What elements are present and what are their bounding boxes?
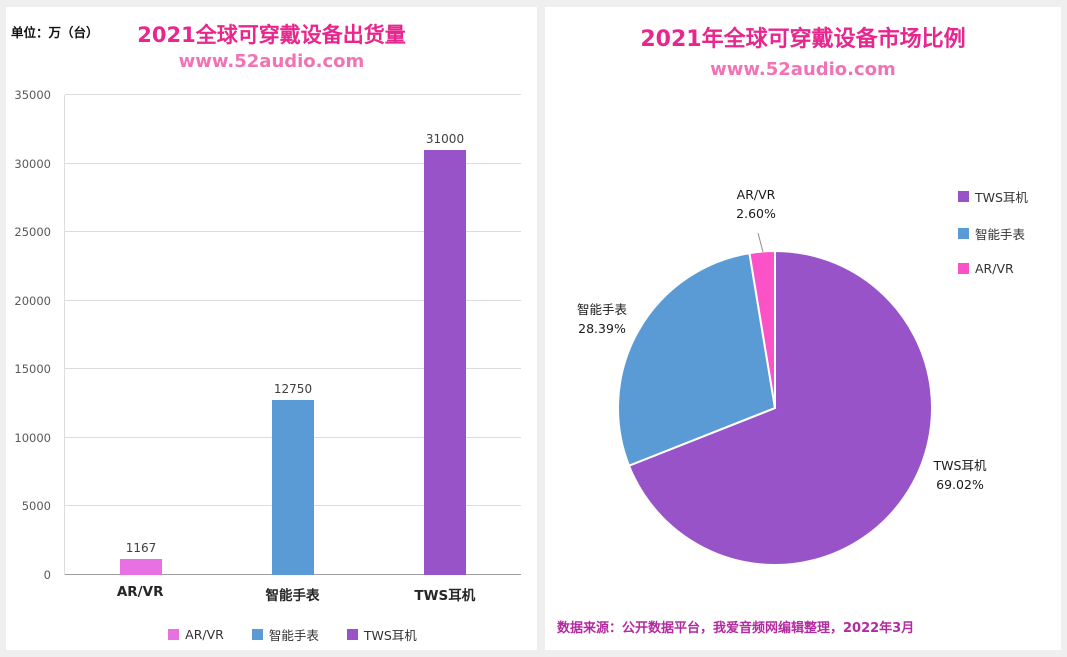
y-tick-label: 30000 bbox=[14, 156, 51, 171]
legend-item-smart-watch: 智能手表 bbox=[251, 625, 319, 644]
pie-label-name: 智能手表 bbox=[576, 302, 627, 317]
x-label-tws-earbuds: TWS耳机 bbox=[414, 588, 476, 604]
legend-label: 智能手表 bbox=[975, 227, 1026, 242]
unit-label: 单位：万（台） bbox=[11, 25, 99, 40]
legend-label: TWS耳机 bbox=[363, 628, 417, 643]
gridline bbox=[65, 231, 521, 233]
pie-label-percent: 69.02% bbox=[936, 477, 984, 493]
bar-value-label: 12750 bbox=[273, 382, 313, 397]
y-tick-label: 20000 bbox=[14, 293, 51, 308]
bar-chart-panel: 单位：万（台） 2021全球可穿戴设备出货量 www.52audio.com 0… bbox=[6, 7, 537, 650]
bar-chart-legend: AR/VR 智能手表 TWS耳机 bbox=[64, 625, 521, 644]
gridline bbox=[65, 299, 521, 301]
y-tick-label: 0 bbox=[43, 568, 51, 582]
legend-swatch-ar-vr bbox=[958, 263, 969, 274]
bar-value-label: 31000 bbox=[425, 131, 465, 146]
bar-plot-area: 1167 12750 31000 bbox=[64, 94, 521, 575]
pie-slice-ar-vr bbox=[748, 249, 776, 409]
pie-chart-subtitle: www.52audio.com bbox=[710, 59, 896, 80]
bar-slot-tws-earbuds: 31000 bbox=[369, 95, 521, 575]
x-label-ar-vr: AR/VR bbox=[116, 584, 164, 600]
pie-slice-tws-earbuds bbox=[627, 249, 933, 566]
x-axis: AR/VR 智能手表 TWS耳机 bbox=[64, 584, 521, 604]
bar-tws-earbuds: 31000 bbox=[424, 132, 466, 575]
legend-item-ar-vr: AR/VR bbox=[168, 627, 224, 642]
legend-swatch-tws-earbuds bbox=[958, 191, 969, 202]
pie-label-tws-earbuds: TWS耳机 69.02% bbox=[905, 456, 1015, 495]
legend-item-tws-earbuds: TWS耳机 bbox=[346, 625, 417, 644]
legend-label: 智能手表 bbox=[268, 628, 319, 643]
x-label-smart-watch: 智能手表 bbox=[265, 588, 320, 604]
pie-chart-title: 2021年全球可穿戴设备市场比例 bbox=[640, 27, 966, 52]
bars: 1167 12750 31000 bbox=[65, 95, 521, 575]
bar-slot-smart-watch: 12750 bbox=[217, 95, 369, 575]
y-tick-label: 10000 bbox=[14, 430, 51, 445]
y-tick-label: 5000 bbox=[21, 499, 51, 514]
legend-swatch-smart-watch bbox=[958, 228, 969, 239]
bar-slot-ar-vr: 1167 bbox=[65, 95, 217, 575]
pie-label-ar-vr: AR/VR 2.60% bbox=[701, 185, 811, 224]
legend-item-smart-watch: 智能手表 bbox=[958, 224, 1025, 243]
bar-ar-vr: 1167 bbox=[120, 541, 162, 575]
y-tick-label: 15000 bbox=[14, 362, 51, 377]
pie-chart-legend: TWS耳机智能手表 AR/VR bbox=[958, 187, 1028, 276]
legend-swatch-ar-vr bbox=[168, 629, 180, 640]
pie-label-percent: 2.60% bbox=[736, 206, 776, 222]
legend-label: AR/VR bbox=[975, 261, 1014, 276]
bar-value-label: 1167 bbox=[125, 541, 157, 555]
y-tick-label: 35000 bbox=[14, 88, 51, 102]
gridline bbox=[65, 94, 521, 95]
pie-chart-panel: 2021年全球可穿戴设备市场比例 www.52audio.com TWS耳机 69… bbox=[545, 7, 1061, 650]
pie-label-name: TWS耳机 bbox=[933, 458, 987, 473]
y-tick-label: 25000 bbox=[14, 225, 51, 240]
legend-swatch-smart-watch bbox=[251, 629, 263, 640]
legend-label: AR/VR bbox=[185, 627, 224, 642]
pie-label-leader-line bbox=[757, 232, 764, 253]
pie-label-smart-watch: 智能手表 28.39% bbox=[547, 300, 657, 339]
bar-chart-title: 2021全球可穿戴设备出货量 bbox=[137, 23, 406, 47]
legend-label: TWS耳机 bbox=[975, 190, 1028, 205]
y-axis: 0 5000 10000 15000 20000 25000 30000 35000 bbox=[6, 88, 58, 582]
source-note: 数据来源：公开数据平台，我爱音频网编辑整理，2022年3月 bbox=[557, 621, 915, 636]
bar-smart-watch: 12750 bbox=[272, 382, 314, 575]
legend-item-ar-vr: AR/VR bbox=[958, 261, 1014, 276]
pie-label-percent: 28.39% bbox=[578, 321, 626, 337]
legend-item-tws-earbuds: TWS耳机 bbox=[958, 187, 1028, 206]
legend-swatch-tws-earbuds bbox=[346, 629, 358, 640]
pie-slice-smart-watch bbox=[617, 251, 777, 467]
bar-chart-subtitle: www.52audio.com bbox=[178, 51, 365, 72]
gridline bbox=[65, 368, 521, 370]
gridline bbox=[65, 162, 521, 164]
pie-chart bbox=[617, 232, 933, 566]
pie-label-name: AR/VR bbox=[736, 187, 776, 202]
